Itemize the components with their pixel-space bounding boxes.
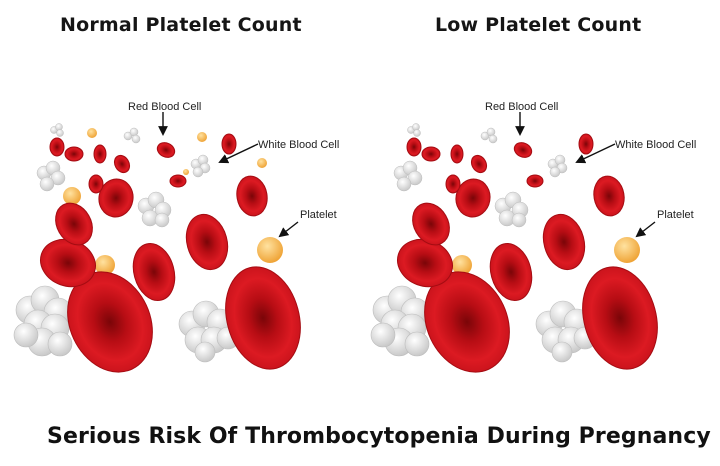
platelet-group — [63, 128, 283, 275]
wbc-cluster — [178, 300, 240, 363]
wbc-cluster — [137, 191, 172, 228]
wbc-cluster — [547, 154, 568, 178]
bottom-caption: Serious Risk Of Thrombocytopenia During … — [47, 424, 711, 449]
red-blood-cell-group — [397, 133, 658, 373]
panel-title-normal: Normal Platelet Count — [60, 14, 302, 36]
wbc-cluster — [36, 160, 66, 192]
red-blood-cell-group — [40, 133, 301, 373]
normal-scene-illustration: Red Blood Cell White Blood Cell Platelet — [13, 101, 339, 373]
wbc-cluster — [50, 123, 64, 137]
wbc-cluster — [190, 154, 211, 178]
label-platelet: Platelet — [657, 209, 694, 221]
label-white-blood-cell: White Blood Cell — [258, 139, 339, 151]
label-platelet: Platelet — [300, 209, 337, 221]
wbc-cluster — [123, 127, 141, 144]
wbc-cluster — [494, 191, 529, 228]
low-platelet-scene: Red Blood Cell White Blood Cell Platelet — [357, 60, 717, 390]
wbc-cluster — [393, 160, 423, 192]
label-white-blood-cell: White Blood Cell — [615, 139, 696, 151]
normal-platelet-scene: Red Blood Cell White Blood Cell Platelet — [0, 60, 360, 390]
low-scene-illustration: Red Blood Cell White Blood Cell Platelet — [370, 101, 696, 373]
wbc-cluster — [13, 285, 73, 357]
wbc-cluster — [407, 123, 421, 137]
label-red-blood-cell: Red Blood Cell — [485, 101, 558, 113]
label-red-blood-cell: Red Blood Cell — [128, 101, 201, 113]
platelet-group — [452, 237, 640, 275]
panel-title-low: Low Platelet Count — [435, 14, 642, 36]
wbc-cluster — [480, 127, 498, 144]
wbc-cluster — [370, 285, 430, 357]
